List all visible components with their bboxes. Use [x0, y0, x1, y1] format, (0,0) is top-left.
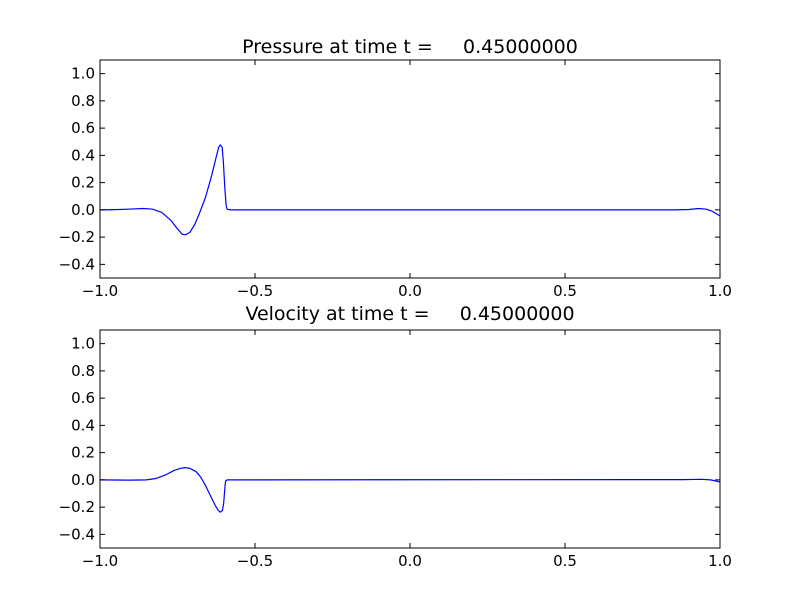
velocity-xtick-label: 0.0 — [398, 552, 422, 570]
pressure-xtick-label: 1.0 — [708, 282, 732, 300]
velocity-title: Velocity at time t = 0.45000000 — [245, 303, 574, 325]
velocity-ytick-label: 0.2 — [71, 444, 95, 462]
velocity-ytick-label: 0.8 — [71, 362, 95, 380]
velocity-ytick-label: 0.0 — [71, 471, 95, 489]
pressure-xtick-label: −0.5 — [237, 282, 273, 300]
pressure-series-line — [99, 144, 721, 236]
pressure-xtick-label: 0.5 — [553, 282, 577, 300]
velocity-xtick-label: −1.0 — [82, 552, 118, 570]
pressure-axes: Pressure at time t = 0.45000000 −1.0 −0.5… — [59, 36, 732, 300]
pressure-xtick-label: 0.0 — [398, 282, 422, 300]
velocity-ytick-label: 1.0 — [71, 335, 95, 353]
pressure-ytick-label: 1.0 — [71, 65, 95, 83]
pressure-ytick-label: 0.4 — [71, 146, 95, 164]
pressure-ytick-label: −0.4 — [59, 255, 95, 273]
velocity-xtick-label: −0.5 — [237, 552, 273, 570]
pressure-ytick-label: 0.8 — [71, 92, 95, 110]
pressure-xtick-label: −1.0 — [82, 282, 118, 300]
velocity-xtick-label: 0.5 — [553, 552, 577, 570]
velocity-ytick-label: 0.4 — [71, 416, 95, 434]
pressure-ytick-label: 0.6 — [71, 119, 95, 137]
velocity-ytick-label: 0.6 — [71, 389, 95, 407]
pressure-ytick-label: −0.2 — [59, 228, 95, 246]
velocity-axes: Velocity at time t = 0.45000000 −1.0 −0.5… — [59, 303, 732, 570]
pressure-ytick-label: 0.2 — [71, 174, 95, 192]
velocity-series-line — [99, 467, 721, 513]
velocity-xtick-label: 1.0 — [708, 552, 732, 570]
pressure-ytick-label: 0.0 — [71, 201, 95, 219]
pressure-title: Pressure at time t = 0.45000000 — [242, 36, 578, 58]
velocity-ytick-label: −0.4 — [59, 525, 95, 543]
velocity-ytick-label: −0.2 — [59, 498, 95, 516]
